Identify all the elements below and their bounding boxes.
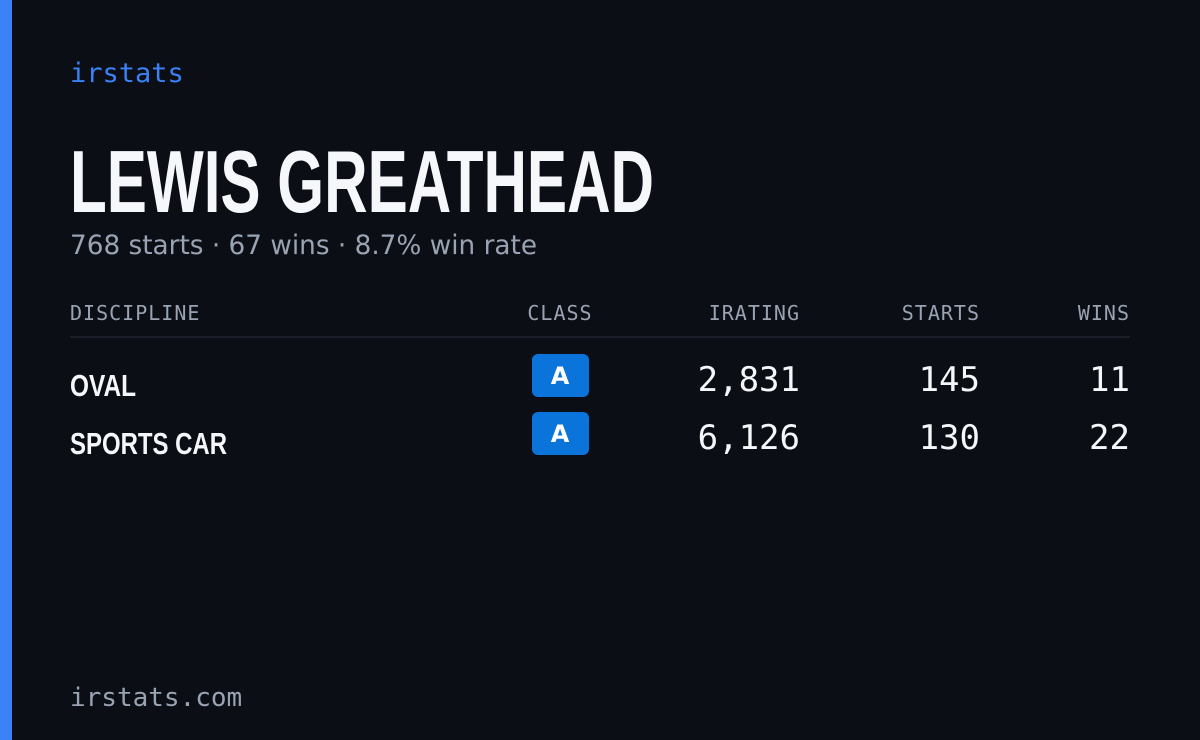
table-row: SPORTS CAR A 6,126 130 22 [70, 412, 1130, 461]
column-header: STARTS [902, 301, 980, 325]
starts: 130 [919, 418, 980, 458]
class-badge [532, 354, 589, 397]
column-header: WINS [1078, 301, 1130, 325]
player-name: LEWIS GREATHEAD [70, 132, 654, 231]
irating: 6,126 [698, 418, 800, 458]
starts: 145 [919, 360, 980, 400]
wins: 22 [1089, 418, 1130, 458]
discipline: SPORTS CAR [70, 426, 227, 461]
footer-url: irstats.com [70, 683, 242, 713]
table-row: OVAL A 2,831 145 11 [70, 354, 1130, 403]
wins: 11 [1089, 360, 1130, 400]
column-header: CLASS [527, 301, 592, 325]
discipline: OVAL [70, 368, 136, 403]
brand: irstats [70, 58, 184, 89]
class-label: A [551, 362, 570, 390]
irating: 2,831 [698, 360, 800, 400]
class-label: A [551, 420, 570, 448]
class-badge [532, 412, 589, 455]
column-header: DISCIPLINE [70, 301, 200, 325]
accent-stripe [0, 0, 12, 740]
column-header: IRATING [709, 301, 800, 325]
player-summary: 768 starts · 67 wins · 8.7% win rate [70, 230, 537, 261]
